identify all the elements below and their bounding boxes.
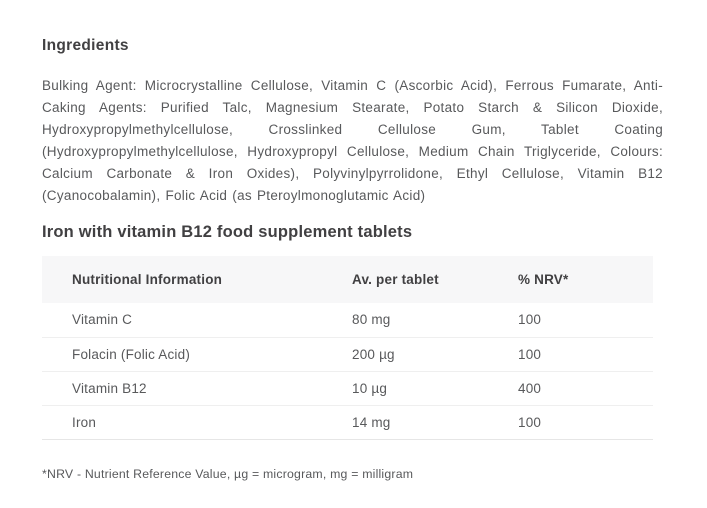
nutrient-name-cell: Iron	[42, 405, 352, 440]
amount-cell: 200 µg	[352, 337, 518, 372]
table-row: Folacin (Folic Acid) 200 µg 100	[42, 337, 653, 372]
amount-cell: 10 µg	[352, 371, 518, 406]
nrv-footnote: *NRV - Nutrient Reference Value, µg = mi…	[42, 466, 414, 481]
nrv-cell: 100	[518, 405, 653, 440]
table-row: Vitamin B12 10 µg 400	[42, 371, 653, 406]
table-header-row: Nutritional Information Av. per tablet %…	[42, 256, 653, 303]
amount-cell: 14 mg	[352, 405, 518, 440]
amount-cell: 80 mg	[352, 303, 518, 338]
table-row: Iron 14 mg 100	[42, 405, 653, 440]
product-title: Iron with vitamin B12 food supplement ta…	[42, 223, 413, 241]
column-header-nutritional-information: Nutritional Information	[42, 256, 352, 303]
ingredients-text: Bulking Agent: Microcrystalline Cellulos…	[42, 78, 663, 203]
nutrient-name-cell: Vitamin B12	[42, 371, 352, 406]
table-row: Vitamin C 80 mg 100	[42, 303, 653, 338]
nutrition-table: Nutritional Information Av. per tablet %…	[42, 256, 653, 440]
nrv-cell: 100	[518, 303, 653, 338]
ingredients-heading: Ingredients	[42, 37, 129, 54]
nutrient-name-cell: Folacin (Folic Acid)	[42, 337, 352, 372]
column-header-percent-nrv: % NRV*	[518, 256, 653, 303]
nutrient-name-cell: Vitamin C	[42, 303, 352, 338]
column-header-av-per-tablet: Av. per tablet	[352, 256, 518, 303]
product-info-page: Ingredients Bulking Agent: Microcrystall…	[42, 37, 663, 481]
nrv-cell: 100	[518, 337, 653, 372]
nrv-cell: 400	[518, 371, 653, 406]
